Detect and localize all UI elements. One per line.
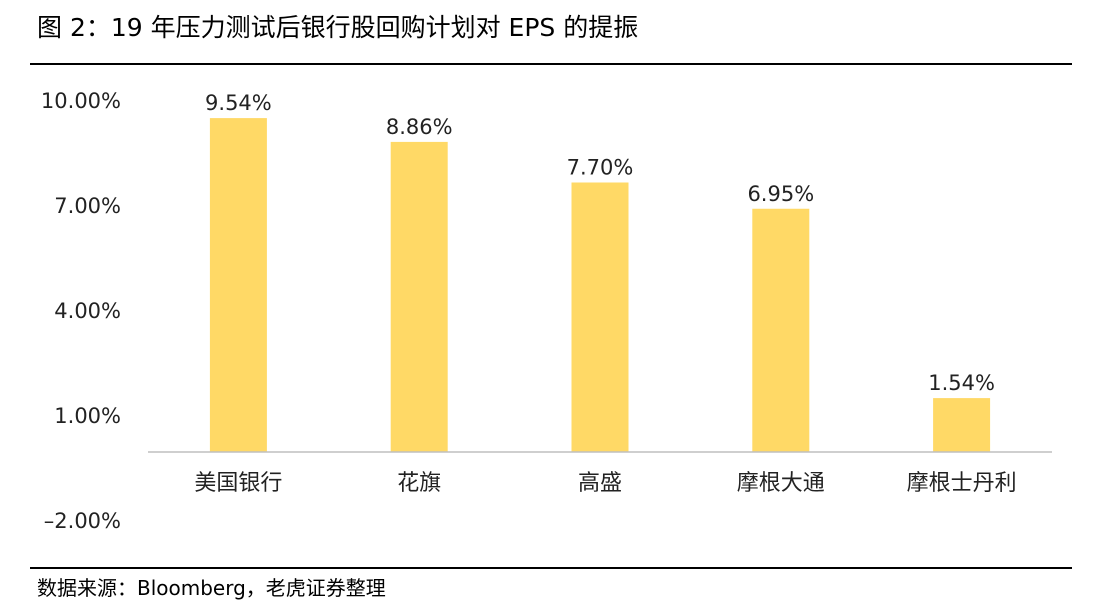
data-label: 9.54% (205, 91, 272, 115)
bar (209, 118, 267, 452)
source-divider (30, 567, 1072, 569)
category-label: 摩根大通 (737, 471, 825, 496)
bar (933, 398, 991, 452)
bars (209, 118, 991, 452)
category-labels: 美国银行 花旗 高盛 摩根大通 摩根士丹利 (194, 471, 1016, 496)
y-tick-label: –2.00% (44, 509, 121, 533)
y-tick-label: 10.00% (41, 89, 121, 113)
data-labels: 9.54% 8.86% 7.70% 6.95% 1.54% (205, 91, 995, 395)
data-label: 6.95% (747, 182, 814, 206)
y-tick-label: 4.00% (54, 299, 121, 323)
bar (390, 141, 448, 452)
bar (571, 182, 629, 452)
data-label: 1.54% (928, 371, 995, 395)
category-label: 美国银行 (194, 471, 282, 496)
data-label: 8.86% (386, 115, 453, 139)
category-label: 花旗 (397, 471, 441, 496)
title-divider (30, 63, 1072, 65)
category-label: 摩根士丹利 (907, 471, 1017, 496)
bar-chart: 10.00% 7.00% 4.00% 1.00% –2.00% 美国银行 花旗 高盛 摩根大通… (41, 89, 1052, 533)
y-tick-label: 1.00% (54, 404, 121, 428)
category-label: 高盛 (578, 471, 622, 496)
y-tick-label: 7.00% (54, 194, 121, 218)
bar (752, 208, 810, 452)
source-note: 数据来源：Bloomberg，老虎证券整理 (37, 576, 386, 600)
y-axis-ticks: 10.00% 7.00% 4.00% 1.00% –2.00% (41, 89, 121, 533)
figure-title: 图 2：19 年压力测试后银行股回购计划对 EPS 的提振 (37, 13, 639, 42)
data-label: 7.70% (567, 156, 634, 180)
